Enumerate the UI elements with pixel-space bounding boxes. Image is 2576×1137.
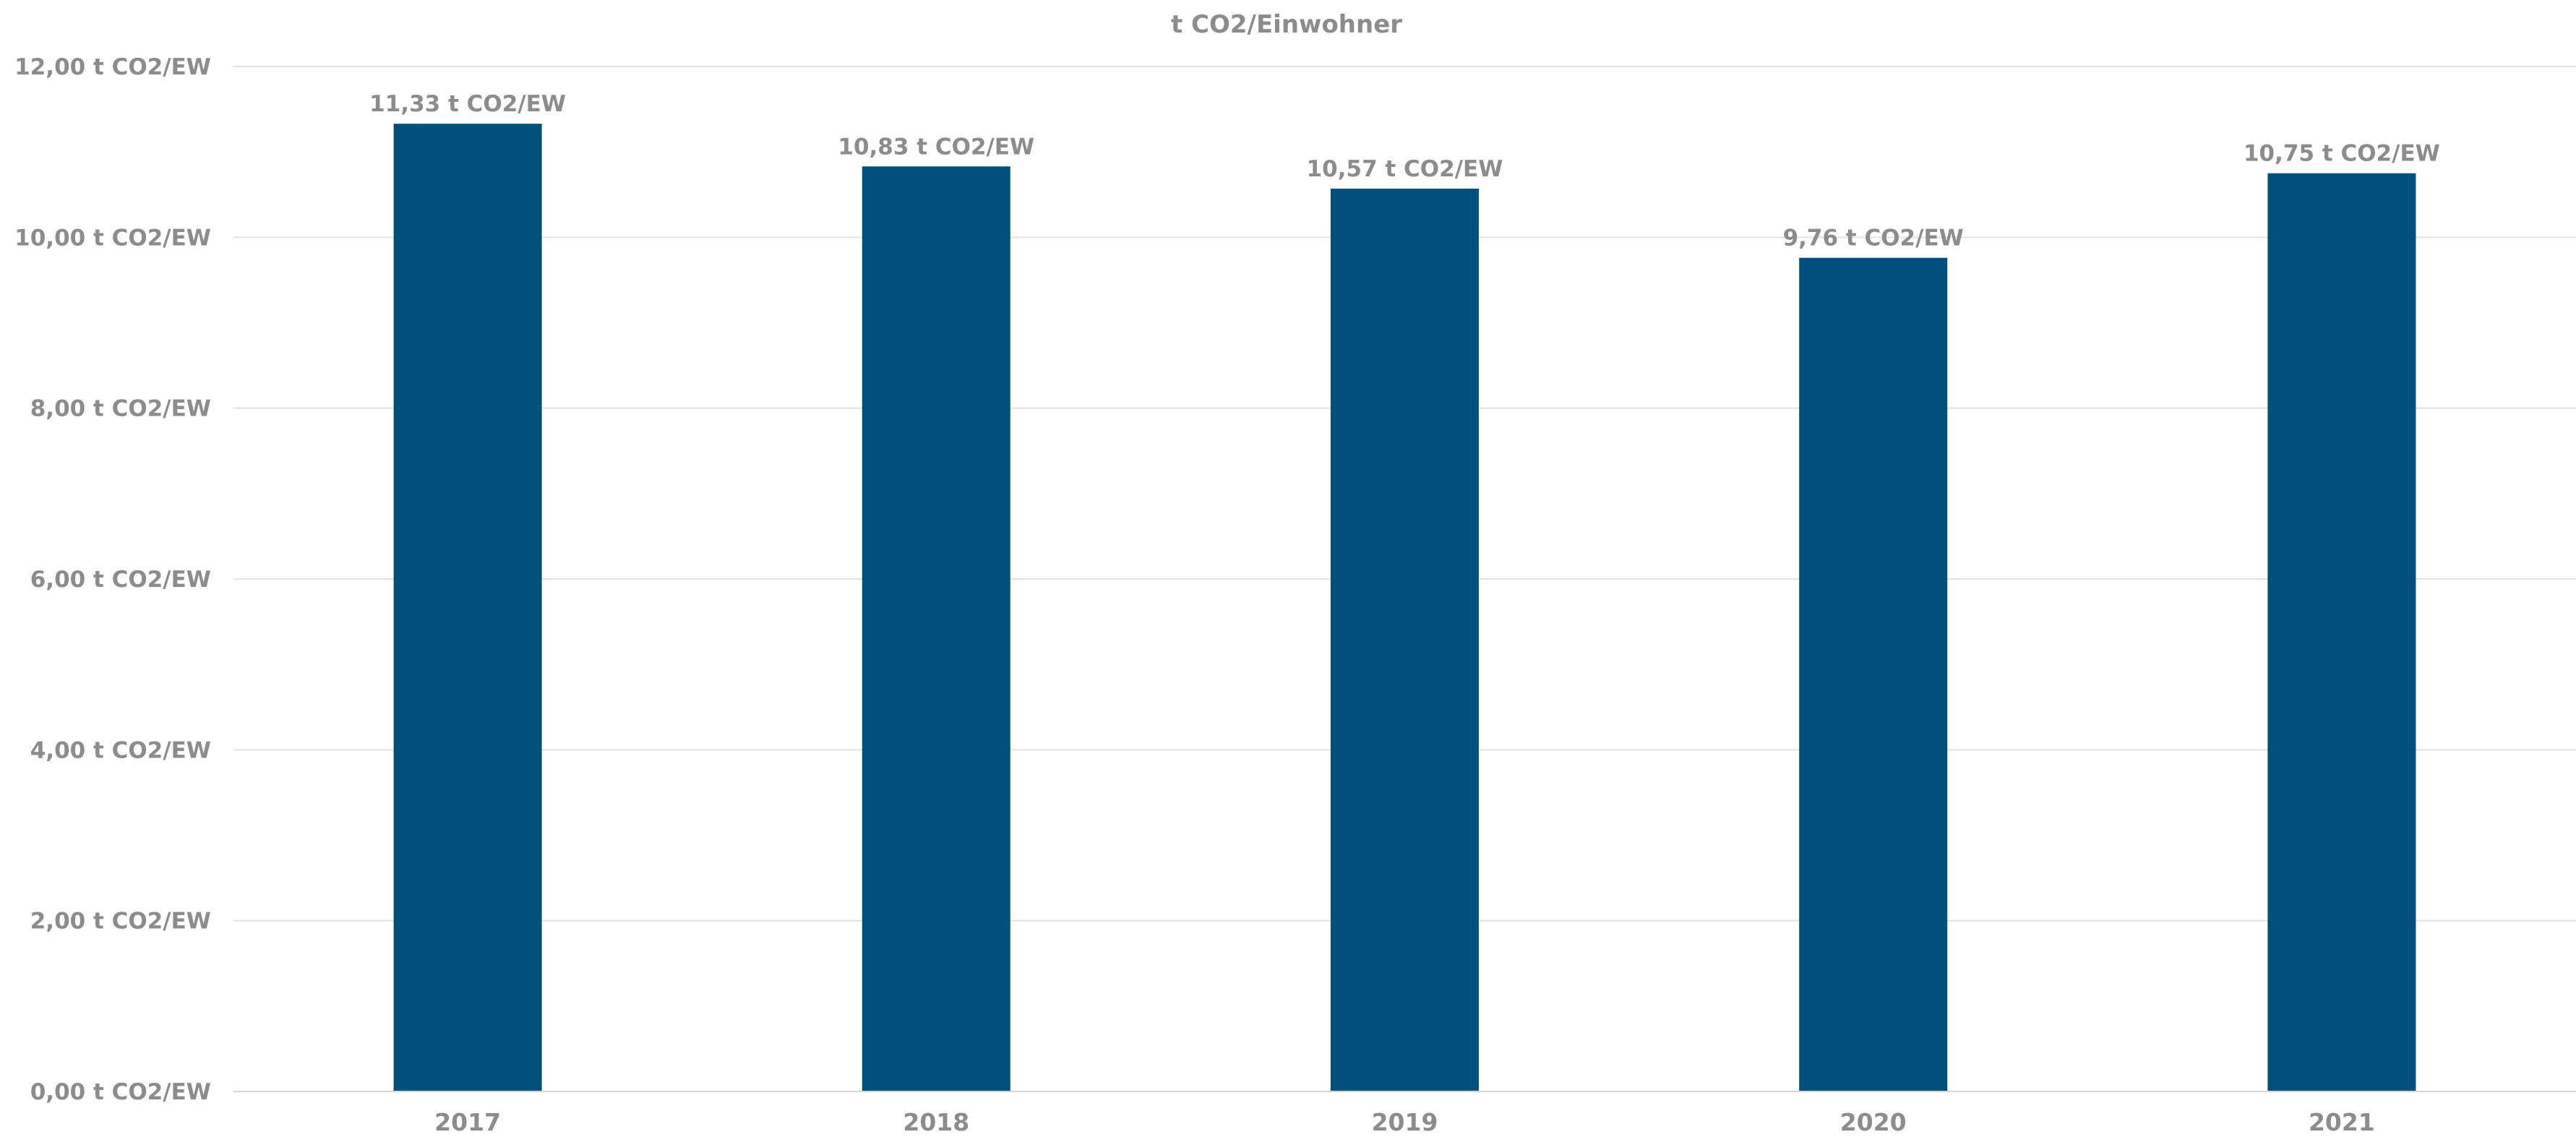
y-tick-label: 6,00 t CO2/EW [30, 567, 211, 593]
bar-2019 [1331, 188, 1479, 1092]
data-label-2017: 11,33 t CO2/EW [369, 91, 566, 117]
bar-2020 [1799, 257, 1948, 1091]
data-label-2020: 9,76 t CO2/EW [1783, 226, 1964, 252]
x-tick-label-2020: 2020 [1840, 1108, 1907, 1136]
data-label-2019: 10,57 t CO2/EW [1307, 156, 1503, 182]
y-tick-label: 10,00 t CO2/EW [14, 225, 211, 251]
y-tick-label: 4,00 t CO2/EW [30, 737, 211, 763]
y-tick-label: 8,00 t CO2/EW [30, 396, 211, 422]
y-tick-label: 12,00 t CO2/EW [14, 54, 211, 80]
x-tick-label-2017: 2017 [434, 1108, 501, 1136]
x-tick-label-2021: 2021 [2309, 1108, 2375, 1136]
x-axis-tick-labels: 2017 2018 2019 2020 2021 [434, 1108, 2375, 1136]
bars [393, 124, 2416, 1092]
y-axis-tick-labels: 0,00 t CO2/EW 2,00 t CO2/EW 4,00 t CO2/EW 6… [14, 54, 211, 1105]
data-labels: 11,33 t CO2/EW 10,83 t CO2/EW 10,57 t CO2/… [369, 91, 2440, 252]
data-label-2021: 10,75 t CO2/EW [2244, 141, 2440, 167]
bar-2018 [862, 166, 1010, 1091]
y-tick-label: 0,00 t CO2/EW [30, 1079, 211, 1105]
chart-title: t CO2/Einwohner [1171, 10, 1402, 39]
y-tick-label: 2,00 t CO2/EW [30, 909, 211, 935]
data-label-2018: 10,83 t CO2/EW [838, 134, 1034, 160]
x-tick-label-2018: 2018 [903, 1108, 969, 1136]
x-tick-label-2019: 2019 [1372, 1108, 1438, 1136]
bar-2021 [2267, 173, 2416, 1091]
bar-2017 [393, 124, 542, 1092]
